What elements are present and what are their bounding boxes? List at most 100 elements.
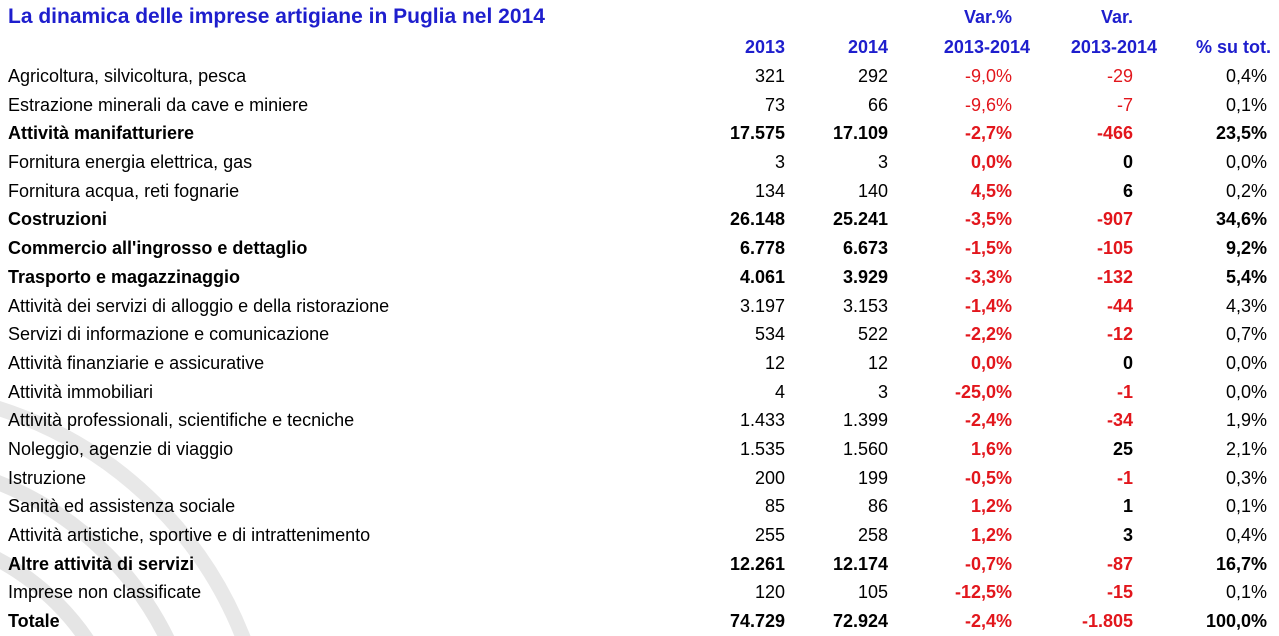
header-spacer bbox=[785, 2, 888, 32]
sector-label: Attività manifatturiere bbox=[8, 123, 195, 144]
value-var-abs: -12 bbox=[1106, 324, 1133, 345]
sector-label: Agricoltura, silvicoltura, pesca bbox=[8, 66, 247, 86]
value-2014: 1.560 bbox=[842, 438, 888, 459]
value-2013: 1.535 bbox=[739, 438, 785, 459]
sector-label: Attività dei servizi di alloggio e della… bbox=[8, 295, 390, 316]
header-var-pct-line1: Var.% bbox=[963, 7, 1012, 27]
header-col-2014: 2014 bbox=[847, 37, 888, 57]
value-var-abs: -1 bbox=[1116, 381, 1133, 402]
table-row: Servizi di informazione e comunicazione … bbox=[0, 320, 1279, 349]
value-2014: 105 bbox=[857, 582, 888, 603]
table-row: Agricoltura, silvicoltura, pesca 321 292… bbox=[0, 62, 1279, 91]
value-2014: 6.673 bbox=[842, 238, 888, 259]
table-row: Estrazione minerali da cave e miniere 73… bbox=[0, 91, 1279, 120]
sector-label: Commercio all'ingrosso e dettaglio bbox=[8, 238, 308, 259]
value-var-abs: -907 bbox=[1096, 209, 1133, 230]
value-2013: 1.433 bbox=[739, 410, 785, 431]
value-var-abs: -105 bbox=[1096, 238, 1133, 259]
value-pct-tot: 0,0% bbox=[1225, 152, 1267, 173]
value-var-pct: -1,4% bbox=[964, 295, 1012, 316]
value-2013: 134 bbox=[754, 180, 785, 201]
sector-label: Totale bbox=[8, 611, 60, 632]
value-2014: 3.929 bbox=[842, 266, 888, 287]
value-var-abs: 25 bbox=[1112, 438, 1133, 459]
value-var-pct: -3,3% bbox=[964, 266, 1012, 287]
sector-label: Fornitura energia elettrica, gas bbox=[8, 152, 253, 173]
value-var-abs: -7 bbox=[1116, 94, 1133, 115]
value-var-pct: -9,0% bbox=[964, 66, 1012, 86]
value-pct-tot: 0,4% bbox=[1225, 525, 1267, 545]
value-var-pct: -1,5% bbox=[964, 238, 1012, 259]
value-2013: 74.729 bbox=[729, 611, 785, 632]
value-var-pct: -0,5% bbox=[964, 467, 1012, 488]
value-var-pct: -9,6% bbox=[964, 94, 1012, 115]
value-2013: 17.575 bbox=[729, 123, 785, 144]
value-2014: 3 bbox=[877, 381, 888, 402]
value-var-abs: -34 bbox=[1106, 410, 1133, 431]
value-var-pct: 0,0% bbox=[970, 352, 1012, 373]
table-row: Attività manifatturiere 17.575 17.109 -2… bbox=[0, 119, 1279, 148]
value-var-pct: -0,7% bbox=[964, 553, 1012, 574]
value-2014: 72.924 bbox=[832, 611, 888, 632]
value-2013: 321 bbox=[754, 66, 785, 86]
table-row: Altre attività di servizi 12.261 12.174 … bbox=[0, 550, 1279, 579]
value-2014: 25.241 bbox=[832, 209, 888, 230]
sector-label: Trasporto e magazzinaggio bbox=[8, 266, 241, 287]
sector-label: Estrazione minerali da cave e miniere bbox=[8, 94, 309, 115]
table-row: Commercio all'ingrosso e dettaglio 6.778… bbox=[0, 234, 1279, 263]
table-row: Attività immobiliari 4 3 -25,0% -1 0,0% bbox=[0, 378, 1279, 407]
table-header-line2: 2013 2014 2013-2014 2013-2014 % su tot. bbox=[0, 32, 1279, 62]
value-pct-tot: 5,4% bbox=[1225, 266, 1267, 287]
value-2013: 3.197 bbox=[739, 295, 785, 316]
sector-label: Istruzione bbox=[8, 467, 87, 488]
value-pct-tot: 0,1% bbox=[1225, 496, 1267, 517]
table-row: Trasporto e magazzinaggio 4.061 3.929 -3… bbox=[0, 263, 1279, 292]
value-pct-tot: 0,1% bbox=[1225, 94, 1267, 115]
value-var-pct: 1,2% bbox=[970, 496, 1012, 517]
value-2014: 140 bbox=[857, 180, 888, 201]
value-var-abs: -1 bbox=[1116, 467, 1133, 488]
table-row: Attività artistiche, sportive e di intra… bbox=[0, 521, 1279, 550]
value-pct-tot: 0,3% bbox=[1225, 467, 1267, 488]
table-row: Totale 74.729 72.924 -2,4% -1.805 100,0% bbox=[0, 607, 1279, 636]
sector-label: Sanità ed assistenza sociale bbox=[8, 496, 236, 517]
value-var-abs: 0 bbox=[1122, 152, 1133, 173]
sector-label: Noleggio, agenzie di viaggio bbox=[8, 438, 234, 459]
table-body: Agricoltura, silvicoltura, pesca 321 292… bbox=[0, 62, 1279, 636]
value-pct-tot: 4,3% bbox=[1225, 295, 1267, 316]
value-var-abs: 6 bbox=[1122, 180, 1133, 201]
value-2014: 3.153 bbox=[842, 295, 888, 316]
value-var-pct: -2,2% bbox=[964, 324, 1012, 345]
value-2013: 85 bbox=[764, 496, 785, 517]
value-var-pct: -2,4% bbox=[964, 611, 1012, 632]
table-row: Sanità ed assistenza sociale 85 86 1,2% … bbox=[0, 492, 1279, 521]
value-2014: 12.174 bbox=[832, 553, 888, 574]
value-var-pct: 0,0% bbox=[970, 152, 1012, 173]
table-row: Imprese non classificate 120 105 -12,5% … bbox=[0, 578, 1279, 607]
value-var-pct: 4,5% bbox=[970, 180, 1012, 201]
value-pct-tot: 34,6% bbox=[1215, 209, 1267, 230]
value-pct-tot: 0,4% bbox=[1225, 66, 1267, 86]
table-row: Attività professionali, scientifiche e t… bbox=[0, 406, 1279, 435]
value-pct-tot: 0,0% bbox=[1225, 381, 1267, 402]
value-var-abs: -87 bbox=[1106, 553, 1133, 574]
value-pct-tot: 23,5% bbox=[1215, 123, 1267, 144]
table-row: Fornitura acqua, reti fognarie 134 140 4… bbox=[0, 177, 1279, 206]
value-2013: 534 bbox=[754, 324, 785, 345]
table-row: Fornitura energia elettrica, gas 3 3 0,0… bbox=[0, 148, 1279, 177]
header-spacer bbox=[640, 2, 785, 32]
table-row: Noleggio, agenzie di viaggio 1.535 1.560… bbox=[0, 435, 1279, 464]
value-var-abs: -1.805 bbox=[1081, 611, 1133, 632]
value-var-abs: -44 bbox=[1106, 295, 1133, 316]
value-pct-tot: 0,1% bbox=[1225, 582, 1267, 603]
header-pct-tot: % su tot. bbox=[1196, 37, 1271, 57]
value-pct-tot: 1,9% bbox=[1225, 410, 1267, 431]
value-2013: 73 bbox=[764, 94, 785, 115]
value-2013: 255 bbox=[754, 525, 785, 545]
value-2014: 3 bbox=[877, 152, 888, 173]
value-2014: 86 bbox=[867, 496, 888, 517]
header-var-line2: 2013-2014 bbox=[1070, 37, 1157, 57]
value-2014: 258 bbox=[857, 525, 888, 545]
value-var-pct: -12,5% bbox=[954, 582, 1012, 603]
